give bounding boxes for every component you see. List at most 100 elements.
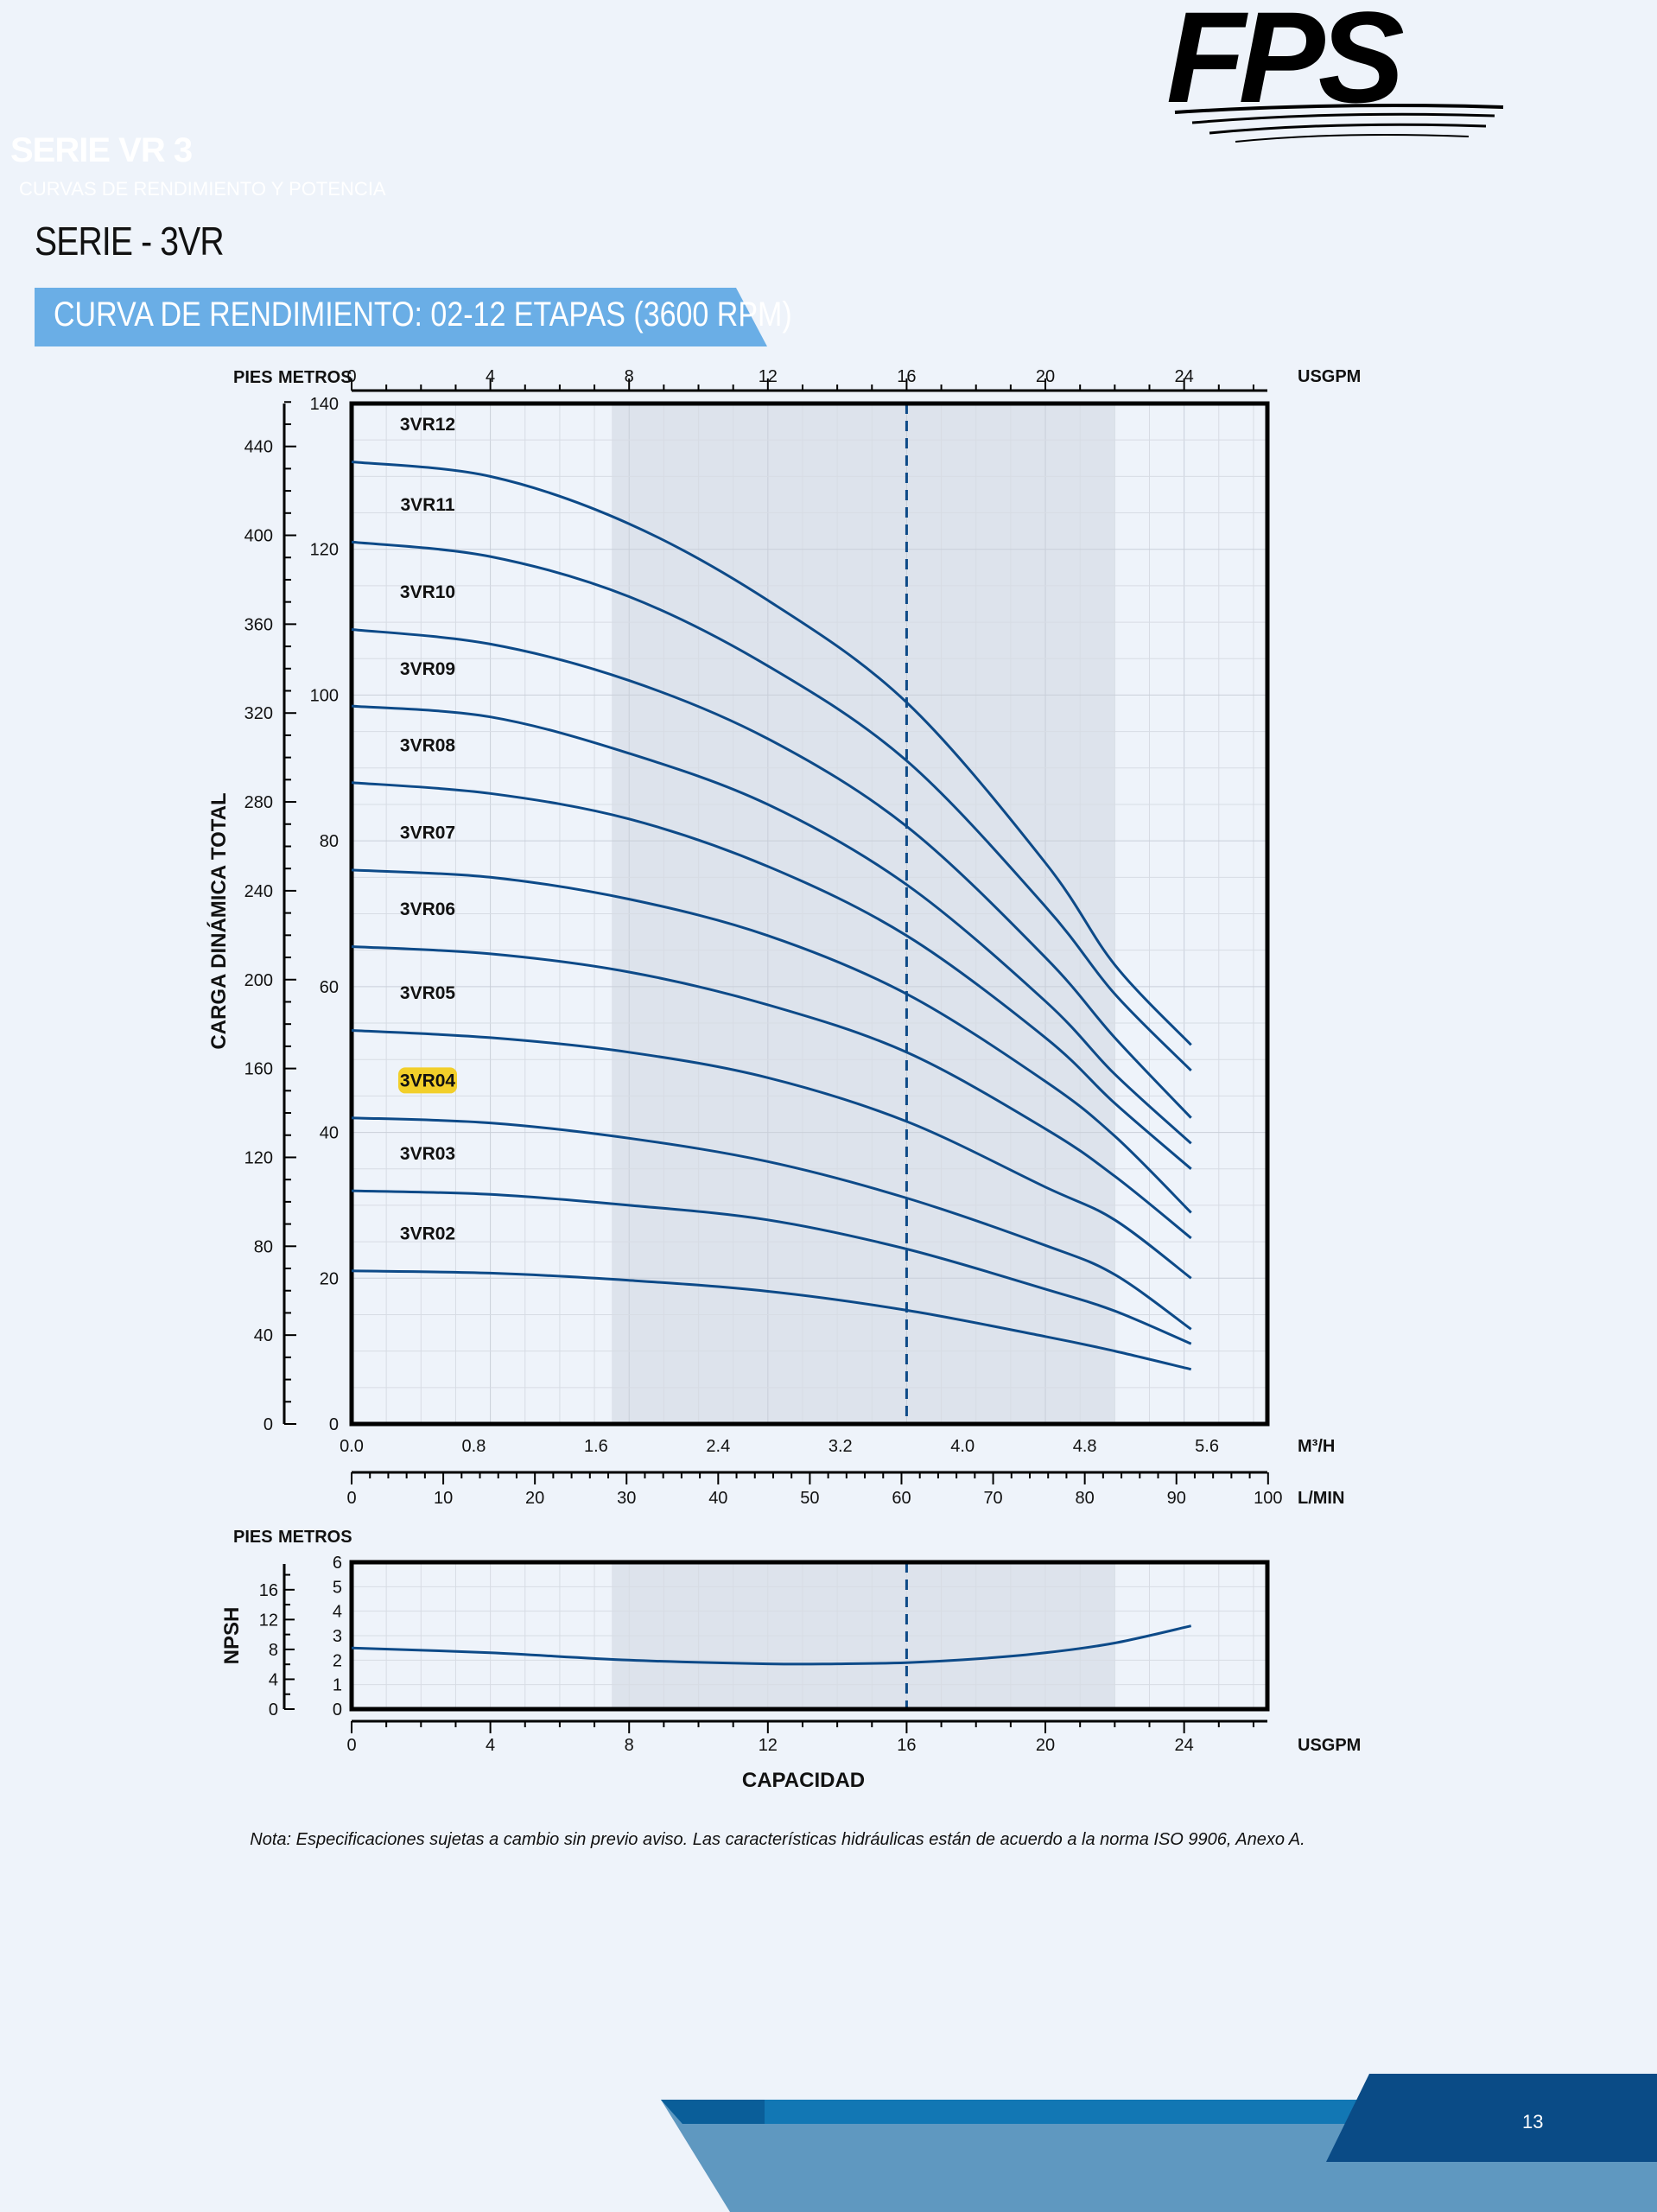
lmin-unit: L/MIN [1298,1489,1344,1508]
m3h-tick-label: 3.2 [828,1437,853,1456]
top-axis-tick-label: 8 [625,367,634,386]
feet-tick-label: 360 [244,615,273,634]
chart-labels: 3VR12 3VR11 3VR10 3VR09 3VR08 3VR07 3VR06 3VR05… [398,415,457,1244]
top-axis-tick-label: 16 [897,367,916,386]
npsh-meters-tick-label: 4 [333,1603,342,1622]
curve-3vr08 [351,781,1192,1170]
curve-label-3vr03: 3VR03 [400,1144,455,1164]
curve-3vr10 [351,628,1192,1119]
meters-tick-label: 20 [320,1269,339,1288]
curve-3vr12 [351,461,1192,1046]
meters-tick-label: 40 [320,1124,339,1143]
top-axis-tick-label: 24 [1175,367,1194,386]
footer-graphic [661,2074,1657,2212]
npsh-meters-tick-label: 5 [333,1578,342,1597]
lmin-tick-label: 100 [1254,1489,1282,1508]
main-plot-frame [349,401,1270,1427]
fps-logo: FPS [1166,0,1504,143]
curve-label-3vr08: 3VR08 [400,735,456,755]
feet-tick-label: 120 [244,1148,273,1167]
lmin-tick-label: 0 [346,1489,356,1508]
curve-label-3vr04: 3VR04 [400,1071,456,1090]
npsh-chart-grid [351,1561,1267,1710]
m3h-tick-label: 0.0 [340,1437,364,1456]
npsh-feet-tick-label: 4 [269,1670,278,1689]
page-number: 13 [1522,2111,1544,2133]
footnote: Nota: Especificaciones sujetas a cambio … [250,1830,1305,1849]
npsh-axis-title: NPSH [220,1607,244,1665]
lmin-tick-label: 10 [434,1489,453,1508]
npsh-bottom-tick-label: 0 [346,1736,356,1755]
chart-curves [351,461,1192,1666]
m3h-tick-label: 4.8 [1073,1437,1097,1456]
feet-tick-label: 320 [244,704,273,723]
curve-3vr11 [351,540,1192,1071]
x-axis-title: CAPACIDAD [742,1769,865,1792]
curve-3vr05 [351,1029,1192,1280]
feet-tick-label: 160 [244,1060,273,1079]
meters-unit: METROS [278,368,352,387]
npsh-bottom-tick-label: 16 [897,1736,916,1755]
curve-label-3vr05: 3VR05 [400,983,456,1003]
npsh-bottom-unit: USGPM [1298,1736,1361,1755]
feet-tick-label: 0 [263,1415,273,1434]
npsh-bottom-tick-label: 4 [486,1736,495,1755]
npsh-bottom-tick-label: 8 [625,1736,634,1755]
feet-tick-label: 240 [244,882,273,901]
m3h-tick-label: 0.8 [462,1437,486,1456]
npsh-bottom-tick-label: 12 [759,1736,778,1755]
feet-tick-label: 40 [254,1326,273,1345]
npsh-plot-frame [349,1560,1270,1712]
curve-3vr04 [351,1116,1192,1331]
curve-3vr02 [351,1269,1192,1371]
feet-tick-label: 80 [254,1237,273,1256]
top-axis-tick-label: 0 [346,367,356,386]
curve-3vr09 [351,704,1192,1145]
npsh-bottom-tick-label: 24 [1175,1736,1194,1755]
lmin-tick-label: 40 [708,1489,727,1508]
y-axis-title: CARGA DINÁMICA TOTAL [206,792,231,1049]
curve-label-3vr10: 3VR10 [400,582,455,602]
feet-tick-label: 280 [244,793,273,812]
meters-tick-label: 120 [310,541,339,560]
m3h-unit: M³/H [1298,1437,1335,1456]
npsh-meters-tick-label: 6 [333,1554,342,1573]
curve-label-3vr12: 3VR12 [400,415,455,435]
curve-3vr03 [351,1189,1192,1345]
curve-3vr06 [351,945,1192,1240]
series-subheader: CURVAS DE RENDIMIENTO Y POTENCIA [19,178,386,200]
lmin-tick-label: 20 [525,1489,544,1508]
npsh-curve [351,1624,1192,1666]
section-banner-text: CURVA DE RENDIMIENTO: 02-12 ETAPAS (3600… [54,296,792,334]
npsh-meters-tick-label: 1 [333,1676,342,1695]
curve-label-3vr07: 3VR07 [400,823,455,843]
lmin-tick-label: 50 [800,1489,819,1508]
feet-tick-label: 200 [244,971,273,990]
m3h-tick-label: 1.6 [584,1437,608,1456]
top-axis-tick-label: 4 [486,367,495,386]
npsh-meters-tick-label: 0 [333,1700,342,1719]
m3h-tick-label: 2.4 [706,1437,730,1456]
top-axis-unit: USGPM [1298,367,1361,386]
meters-tick-label: 60 [320,978,339,997]
lmin-tick-label: 60 [892,1489,911,1508]
npsh-bottom-tick-label: 20 [1036,1736,1055,1755]
curve-3vr07 [351,868,1192,1214]
top-axis-tick-label: 20 [1036,367,1055,386]
top-axis-tick-label: 12 [759,367,778,386]
npsh-meters-tick-label: 2 [333,1651,342,1670]
section-banner [35,288,767,346]
series-header: SERIE VR 3 [10,131,193,169]
npsh-feet-tick-label: 8 [269,1641,278,1660]
lmin-tick-label: 70 [983,1489,1002,1508]
curve-label-3vr11: 3VR11 [400,495,454,515]
lmin-tick-label: 30 [617,1489,636,1508]
m3h-tick-label: 4.0 [950,1437,975,1456]
npsh-feet-tick-label: 16 [259,1581,278,1600]
npsh-meters-unit: METROS [278,1528,352,1547]
npsh-feet-tick-label: 12 [259,1611,278,1630]
curve-label-3vr09: 3VR09 [400,659,455,679]
feet-tick-label: 440 [244,438,273,457]
